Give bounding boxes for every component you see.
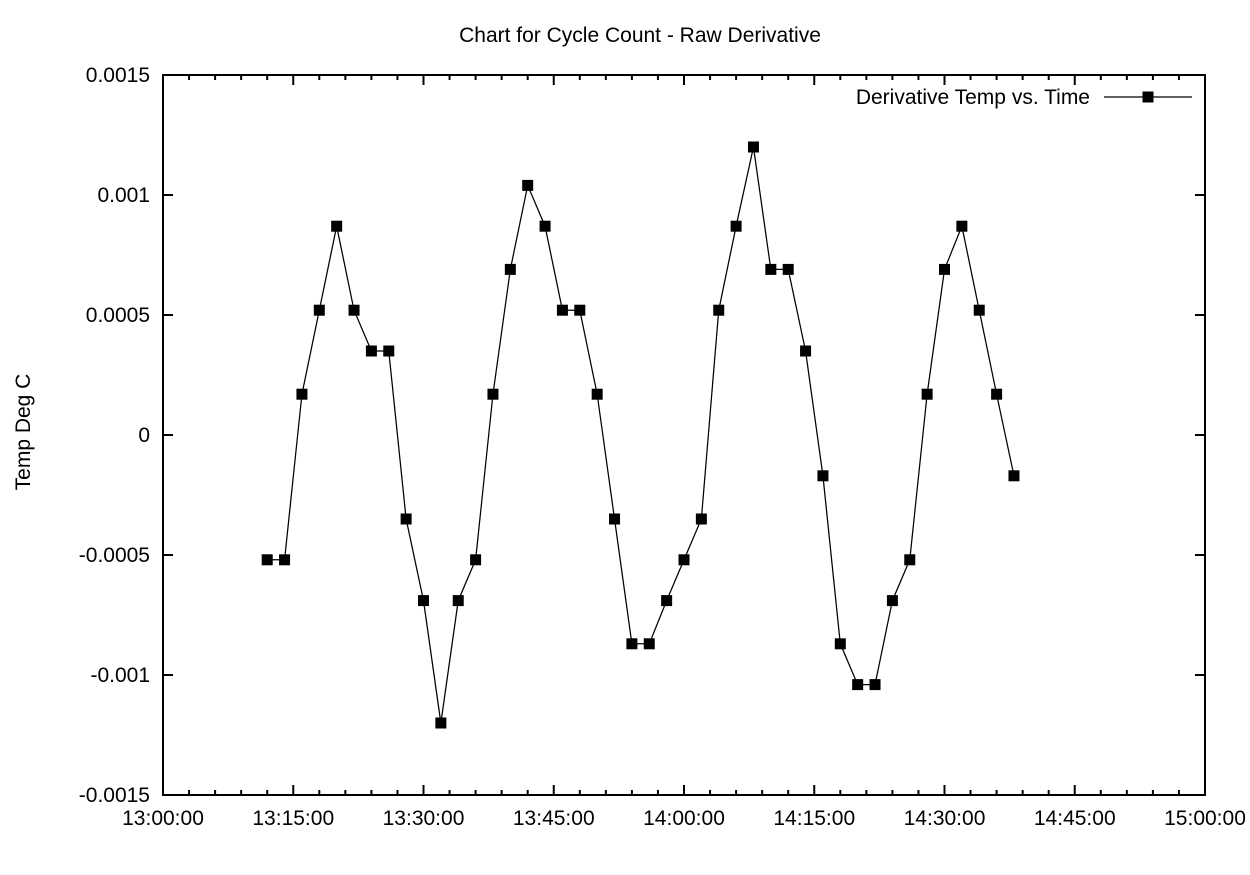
legend-label: Derivative Temp vs. Time — [856, 86, 1090, 109]
data-point-marker — [504, 263, 516, 275]
data-point-marker — [348, 304, 360, 316]
data-point-marker — [331, 220, 343, 232]
legend-sample-marker — [1142, 91, 1154, 103]
data-point-marker — [678, 554, 690, 566]
data-point-marker — [747, 141, 759, 153]
x-tick-label: 13:45:00 — [513, 807, 595, 830]
data-point-marker — [956, 220, 968, 232]
y-tick-label: -0.0015 — [79, 784, 150, 807]
data-point-marker — [418, 595, 429, 607]
data-point-marker — [609, 513, 621, 525]
x-tick-label: 13:15:00 — [252, 807, 334, 830]
data-point-marker — [296, 388, 308, 400]
data-point-marker — [817, 470, 829, 482]
y-tick-label: 0.001 — [97, 184, 150, 207]
x-tick-label: 14:30:00 — [904, 807, 986, 830]
data-point-marker — [939, 263, 950, 275]
plot-border — [162, 74, 1206, 796]
data-point-marker — [834, 638, 846, 650]
chart-title: Chart for Cycle Count - Raw Derivative — [459, 24, 821, 47]
data-point-marker — [400, 513, 412, 525]
x-tick-label: 14:45:00 — [1034, 807, 1116, 830]
series-line — [267, 146, 1015, 724]
chart-generated-layer: 13:00:00 13:15:00 13:30:00 13:45:00 14:00:00… — [79, 64, 1246, 830]
data-point-marker — [383, 345, 395, 357]
data-point-marker — [765, 263, 777, 275]
data-point-marker — [852, 679, 864, 691]
x-tick-label: 14:15:00 — [773, 807, 855, 830]
x-tick-label: 13:00:00 — [122, 807, 204, 830]
data-point-marker — [365, 345, 377, 357]
data-point-marker — [313, 304, 325, 316]
data-point-marker — [261, 554, 273, 566]
data-point-marker — [556, 304, 568, 316]
data-point-marker — [713, 304, 725, 316]
data-point-marker — [661, 595, 673, 607]
y-tick-label: 0 — [138, 424, 150, 447]
y-tick-label: -0.001 — [90, 664, 150, 687]
y-axis-label: Temp Deg C — [12, 374, 35, 491]
data-point-marker — [452, 595, 464, 607]
y-tick-label: 0.0005 — [86, 304, 150, 327]
data-point-marker — [921, 388, 933, 400]
data-point-marker — [782, 263, 794, 275]
data-point-marker — [695, 513, 707, 525]
x-tick-label: 14:00:00 — [643, 807, 725, 830]
x-tick-label: 15:00:00 — [1164, 807, 1246, 830]
data-point-marker — [730, 220, 742, 232]
data-point-marker — [626, 638, 638, 650]
x-tick-label: 13:30:00 — [383, 807, 465, 830]
data-point-marker — [574, 304, 586, 316]
data-point-marker — [539, 220, 551, 232]
data-point-marker — [904, 554, 916, 566]
data-point-marker — [522, 179, 534, 191]
data-point-marker — [800, 345, 812, 357]
data-point-marker — [487, 388, 499, 400]
data-point-marker — [973, 304, 985, 316]
data-point-marker — [470, 554, 482, 566]
data-point-marker — [1008, 470, 1020, 482]
data-point-marker — [991, 388, 1003, 400]
data-point-marker — [279, 554, 291, 566]
y-tick-label: -0.0005 — [79, 544, 150, 567]
data-point-marker — [435, 717, 447, 729]
data-point-marker — [591, 388, 603, 400]
y-tick-label: 0.0015 — [86, 64, 150, 87]
data-point-marker — [886, 595, 898, 607]
data-point-marker — [643, 638, 655, 650]
data-point-marker — [869, 679, 881, 691]
